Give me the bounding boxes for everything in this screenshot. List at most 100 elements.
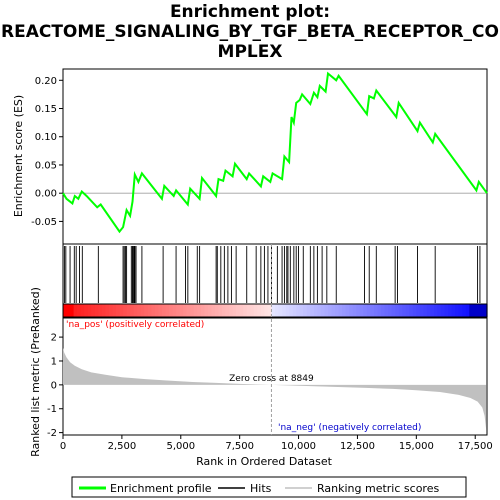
es-y-axis-label: Enrichment score (ES) xyxy=(12,95,25,217)
color-band-segment xyxy=(225,304,230,317)
color-band-segment xyxy=(200,304,205,317)
color-band-segment xyxy=(352,304,357,317)
color-band-segment xyxy=(448,304,453,317)
color-band-segment xyxy=(222,304,227,317)
color-band-segment xyxy=(112,304,117,317)
es-panel-frame xyxy=(62,68,488,245)
hits-panel xyxy=(62,243,488,305)
color-band-segment xyxy=(239,304,244,317)
color-band-segment xyxy=(455,304,460,317)
color-band-segment xyxy=(306,304,311,317)
metric-panel: -2 -1 0 1 2 Zero cross at 8849 'na_pos' (pos… xyxy=(47,244,488,439)
es-y-tick-label: -0.05 xyxy=(31,217,57,228)
color-band-segment xyxy=(211,304,216,317)
color-band-segment xyxy=(412,304,417,317)
color-band-segment xyxy=(101,304,106,317)
legend-frame xyxy=(71,476,467,498)
color-band-segment xyxy=(373,304,379,317)
color-band-segment xyxy=(229,304,234,317)
color-band-segment xyxy=(243,304,248,317)
color-band-segment xyxy=(345,304,350,317)
color-band-segment xyxy=(359,304,364,317)
color-band-segment xyxy=(451,304,456,317)
color-band-segment xyxy=(147,304,152,317)
color-band-segment xyxy=(426,304,432,317)
enrichment-profile-line xyxy=(62,71,488,234)
color-band-segment xyxy=(126,304,131,317)
legend-hits-label: Hits xyxy=(250,482,272,495)
color-band-segment xyxy=(395,304,400,317)
color-band-segment xyxy=(94,304,99,317)
color-band-segment xyxy=(87,304,92,317)
color-band-segment xyxy=(105,304,110,317)
color-band-segment xyxy=(278,304,283,317)
color-band-segment xyxy=(275,304,280,317)
color-band-segment xyxy=(388,304,393,317)
color-band-segment xyxy=(285,304,290,317)
color-band-segment xyxy=(441,304,446,317)
color-band-segment xyxy=(63,304,68,317)
metric-y-tick-label: -2 xyxy=(47,428,57,439)
chart-title-line1: Enrichment plot: xyxy=(169,2,331,22)
color-band-segment xyxy=(377,304,382,317)
color-band-segment xyxy=(402,304,407,317)
color-band-segment xyxy=(458,304,463,317)
color-band-segment xyxy=(384,304,389,317)
ranking-metric-area xyxy=(63,347,487,429)
color-band-segment xyxy=(130,304,135,317)
color-band-segment xyxy=(98,304,103,317)
color-band-segment xyxy=(391,304,396,317)
negative-correlation-label: 'na_neg' (negatively correlated) xyxy=(278,423,421,433)
color-band-segment xyxy=(123,304,128,317)
color-band-segment xyxy=(70,304,75,317)
color-band-segment xyxy=(398,304,403,317)
color-band-segment xyxy=(158,304,163,317)
color-band-segment xyxy=(465,304,470,317)
color-band-segment xyxy=(338,304,343,317)
color-band-segment xyxy=(66,304,71,317)
color-band-segment xyxy=(257,304,262,317)
es-y-tick-label: 0.10 xyxy=(35,132,57,143)
metric-y-tick-label: -1 xyxy=(47,404,57,415)
color-band-segment xyxy=(260,304,265,317)
hits-panel-frame xyxy=(62,243,488,305)
color-band-segment xyxy=(154,304,159,317)
metric-y-tick-label: 0 xyxy=(51,380,57,391)
color-band-segment xyxy=(267,304,273,317)
color-band-segment xyxy=(271,304,276,317)
x-axis-label: Rank in Ordered Dataset xyxy=(196,455,333,468)
chart-title-line2: REACTOME_SIGNALING_BY_TGF_BETA_RECEPTOR_… xyxy=(1,22,499,42)
color-band-segment xyxy=(366,304,371,317)
color-band-segment xyxy=(324,304,329,317)
color-band-segment xyxy=(310,304,315,317)
color-band-segment xyxy=(246,304,251,317)
color-band-segment xyxy=(469,304,474,317)
color-band-segment xyxy=(151,304,156,317)
color-band-segment xyxy=(479,304,485,317)
color-band-segment xyxy=(405,304,410,317)
color-band-segment xyxy=(207,304,212,317)
color-band-segment xyxy=(214,304,220,317)
es-y-tick-label: 0.05 xyxy=(35,160,57,171)
x-tick-label: 17,500 xyxy=(458,441,493,452)
metric-y-tick-label: 2 xyxy=(51,333,57,344)
color-band-segment xyxy=(313,304,318,317)
color-band-segment xyxy=(423,304,428,317)
metric-y-tick-label: 1 xyxy=(51,356,57,367)
legend: Enrichment profile Hits Ranking metric s… xyxy=(71,476,467,498)
color-band-segment xyxy=(437,304,442,317)
x-tick-label: 2,500 xyxy=(108,441,137,452)
color-band-segment xyxy=(190,304,195,317)
color-band-segment xyxy=(91,304,96,317)
color-band-segment xyxy=(236,304,241,317)
color-band-segment xyxy=(356,304,361,317)
color-band-segment xyxy=(140,304,145,317)
color-band-segment xyxy=(370,304,375,317)
color-band-segment xyxy=(133,304,138,317)
es-panel: -0.05 0.00 0.05 0.10 0.15 0.20 xyxy=(31,68,488,245)
color-band-segment xyxy=(161,304,167,317)
color-band-segment xyxy=(289,304,294,317)
color-band-segment xyxy=(331,304,336,317)
color-band-segment xyxy=(119,304,124,317)
